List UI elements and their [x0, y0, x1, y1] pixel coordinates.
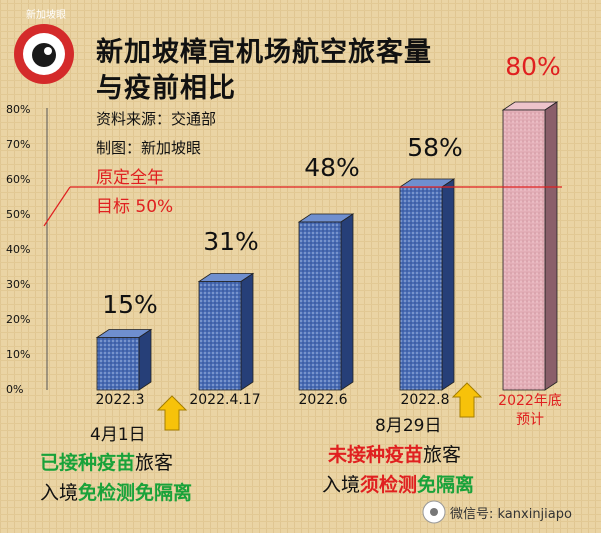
annotation-apr1-travellers: 旅客: [135, 452, 174, 474]
made-by: 制图：新加坡眼: [96, 139, 202, 157]
logo-eye-icon: [32, 43, 56, 67]
annotation-apr1-vaccinated: 已接种疫苗: [40, 452, 136, 474]
annotation-aug29-line1: 未接种疫苗旅客: [328, 440, 461, 467]
logo-eye-highlight: [44, 47, 52, 55]
annotation-aug29-travellers: 旅客: [423, 444, 462, 466]
bar-2022-4-17: [198, 281, 242, 391]
annotation-date-apr1: 4月1日: [90, 425, 146, 445]
annotation-aug29-entry: 入境: [322, 474, 361, 496]
y-tick-label: 20%: [6, 313, 31, 326]
target-line-lead: [43, 186, 71, 227]
value-label-forecast: 80%: [505, 52, 561, 81]
target-label-line2: 目标 50%: [96, 197, 174, 217]
chart-title-line2: 与疫前相比: [96, 73, 236, 104]
y-tick-label: 80%: [6, 103, 31, 116]
bar-2022-8-side: [441, 178, 455, 391]
value-label-2022-8: 58%: [407, 133, 463, 162]
annotation-apr1-line1: 已接种疫苗旅客: [40, 448, 173, 475]
arrow-up-icon-aug29: [451, 382, 483, 418]
wechat-icon-center: [430, 508, 438, 516]
annotation-aug29-no-quarantine: 免隔离: [417, 474, 475, 496]
y-tick-label: 30%: [6, 278, 31, 291]
annotation-aug29-unvaccinated: 未接种疫苗: [328, 444, 424, 466]
annotation-apr1-entry: 入境: [40, 482, 79, 504]
bar-2022-3-side: [138, 328, 152, 391]
annotation-aug29-test-required: 须检测: [360, 474, 418, 496]
annotation-apr1-exempt: 免检测免隔离: [78, 482, 193, 504]
x-tick-label-forecast-line1: 2022年底: [498, 393, 562, 409]
y-tick-label: 10%: [6, 348, 31, 361]
arrow-up-icon-apr1: [156, 395, 188, 431]
annotation-apr1-line2: 入境免检测免隔离: [40, 478, 192, 505]
x-tick-label: 2022.4.17: [189, 392, 261, 408]
x-tick-label: 2022.3: [95, 392, 145, 408]
x-tick-label-forecast-line2: 预计: [516, 412, 544, 428]
annotation-aug29-line2: 入境须检测免隔离: [322, 470, 474, 497]
y-tick-label: 40%: [6, 243, 31, 256]
annotation-date-aug29: 8月29日: [375, 416, 442, 436]
watermark-text: 微信号: kanxinjiapo: [450, 507, 572, 522]
value-label-2022-4-17: 31%: [203, 227, 259, 256]
value-label-2022-6: 48%: [304, 153, 360, 182]
y-tick-label: 70%: [6, 138, 31, 151]
x-tick-label: 2022.6: [298, 392, 348, 408]
logo-text: 新加坡眼: [26, 10, 66, 21]
y-tick-label: 60%: [6, 173, 31, 186]
bar-2022-6-side: [340, 213, 354, 391]
target-label-line1: 原定全年: [96, 168, 164, 188]
bar-2022--side: [544, 101, 558, 391]
x-tick-label: 2022.8: [400, 392, 450, 408]
data-source: 资料来源：交通部: [96, 110, 217, 128]
value-label-2022-3: 15%: [102, 290, 158, 319]
chart-title-line1: 新加坡樟宜机场航空旅客量: [96, 37, 432, 68]
bar-2022-6: [298, 221, 342, 391]
bar-2022-3: [96, 337, 140, 391]
y-tick-label: 50%: [6, 208, 31, 221]
bar-2022-: [502, 109, 546, 391]
bar-2022-8: [399, 186, 443, 391]
bar-2022-4-17-side: [240, 272, 254, 391]
y-tick-label: 0%: [6, 383, 24, 396]
